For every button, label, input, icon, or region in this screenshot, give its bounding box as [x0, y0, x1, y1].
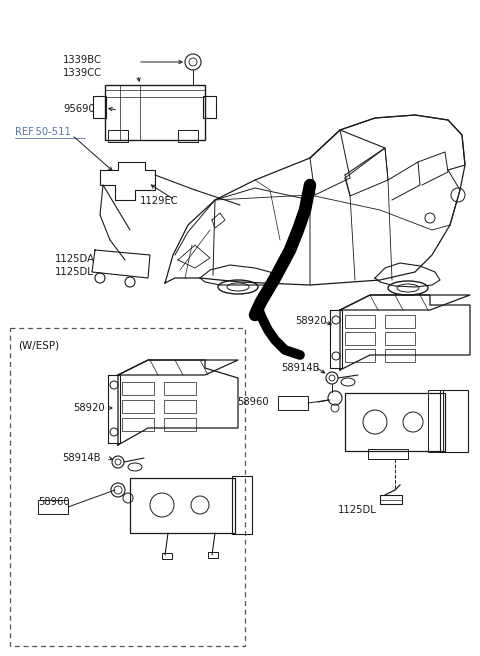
Bar [345, 332, 375, 345]
Bar [278, 396, 308, 410]
Bar [428, 390, 443, 452]
Text: 58914B: 58914B [281, 363, 320, 373]
Bar [232, 476, 252, 534]
Text: 58960: 58960 [237, 397, 269, 407]
Text: 95690: 95690 [63, 104, 95, 114]
Bar [385, 349, 415, 362]
Bar [10, 328, 245, 646]
Bar [38, 500, 68, 514]
Bar [164, 382, 196, 395]
Bar [122, 382, 154, 395]
Bar [108, 130, 128, 142]
Bar [203, 96, 216, 118]
Text: 1129EC: 1129EC [140, 196, 179, 206]
Bar [164, 418, 196, 431]
Bar [385, 332, 415, 345]
Text: 58914B: 58914B [62, 453, 100, 463]
Bar [178, 130, 198, 142]
Bar [162, 553, 172, 559]
Text: 1125DA: 1125DA [55, 254, 95, 264]
Text: REF.50-511: REF.50-511 [15, 127, 71, 137]
Bar [345, 315, 375, 328]
Bar [164, 400, 196, 413]
Bar [93, 96, 106, 118]
Bar [122, 400, 154, 413]
Bar [130, 478, 235, 533]
Text: 58920: 58920 [295, 316, 326, 326]
Text: 58960: 58960 [38, 497, 70, 507]
Bar [105, 85, 205, 140]
Text: 1339CC: 1339CC [63, 68, 102, 78]
Bar [208, 552, 218, 558]
Text: 1125DL: 1125DL [338, 505, 377, 515]
Text: 1125DL: 1125DL [55, 267, 94, 277]
Bar [122, 418, 154, 431]
Bar [345, 393, 445, 451]
Bar [368, 449, 408, 459]
Text: (W/ESP): (W/ESP) [18, 340, 59, 350]
Bar [440, 390, 468, 452]
Bar [345, 349, 375, 362]
Bar [385, 315, 415, 328]
Text: 58920: 58920 [73, 403, 105, 413]
Bar [380, 495, 402, 504]
Text: 1339BC: 1339BC [63, 55, 102, 65]
